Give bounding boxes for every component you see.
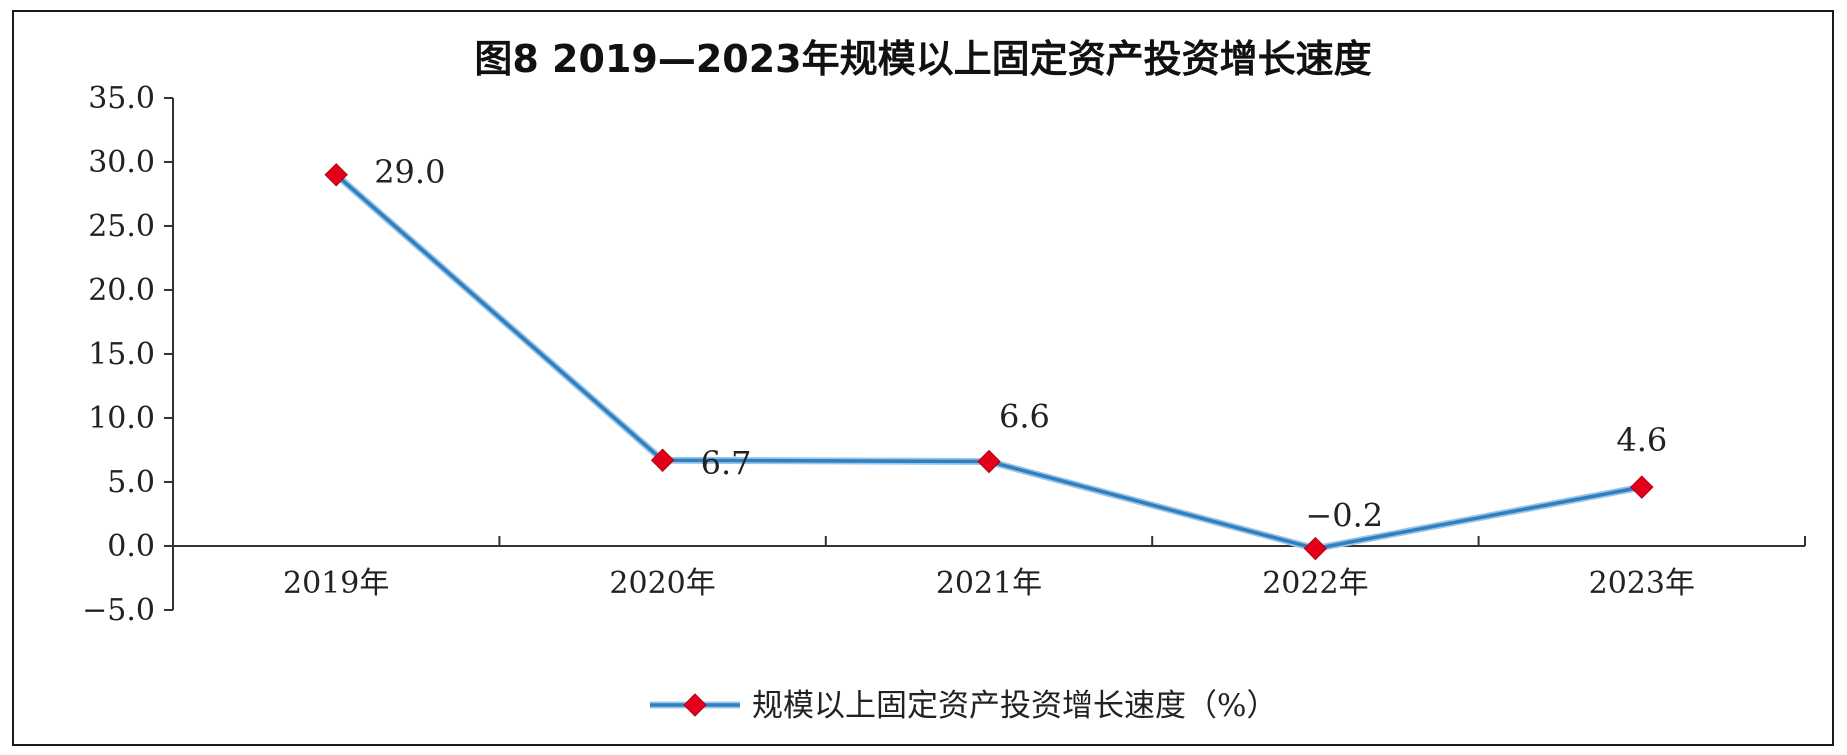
y-tick-label: 15.0 — [88, 337, 155, 372]
data-label: 4.6 — [1616, 421, 1667, 459]
series-line — [334, 173, 1644, 551]
x-tick-label: 2022年 — [1262, 566, 1368, 601]
y-tick-label: 30.0 — [88, 145, 155, 180]
x-tick-label: 2023年 — [1589, 566, 1695, 601]
data-label: 6.6 — [999, 398, 1050, 436]
data-point-marker — [1630, 475, 1654, 499]
axes: 35.0 30.0 25.0 20.0 15.0 10.0 5.0 0.0 −5.0 2019年 2… — [82, 81, 1806, 628]
chart-frame — [12, 10, 1834, 746]
series-line-group — [324, 163, 1654, 561]
chart-title: 图8 2019—2023年规模以上固定资产投资增长速度 — [474, 37, 1371, 81]
data-point-marker — [324, 163, 348, 187]
x-tick-label: 2021年 — [936, 566, 1042, 601]
legend-marker — [683, 693, 707, 717]
y-tick-label: 25.0 — [88, 209, 155, 244]
data-point-marker — [650, 448, 675, 472]
y-tick-label: 10.0 — [88, 401, 155, 436]
y-tick-label: 0.0 — [107, 529, 155, 564]
x-tick-label: 2020年 — [609, 566, 715, 601]
data-labels: 29.0 6.7 6.6 −0.2 4.6 — [374, 153, 1667, 535]
data-point-marker — [977, 449, 1001, 474]
data-label: 6.7 — [701, 444, 752, 482]
y-tick-label: −5.0 — [82, 593, 155, 628]
data-label: 29.0 — [374, 153, 445, 191]
y-tick-label: 35.0 — [88, 81, 155, 116]
legend-label: 规模以上固定资产投资增长速度（%） — [752, 688, 1277, 724]
y-tick-label: 20.0 — [88, 273, 155, 308]
series-line-halo — [332, 171, 1646, 553]
legend: 规模以上固定资产投资增长速度（%） — [650, 688, 1277, 724]
data-label: −0.2 — [1305, 497, 1383, 535]
y-tick-label: 5.0 — [107, 465, 155, 500]
data-point-marker — [1303, 536, 1328, 561]
x-tick-label: 2019年 — [283, 566, 389, 601]
